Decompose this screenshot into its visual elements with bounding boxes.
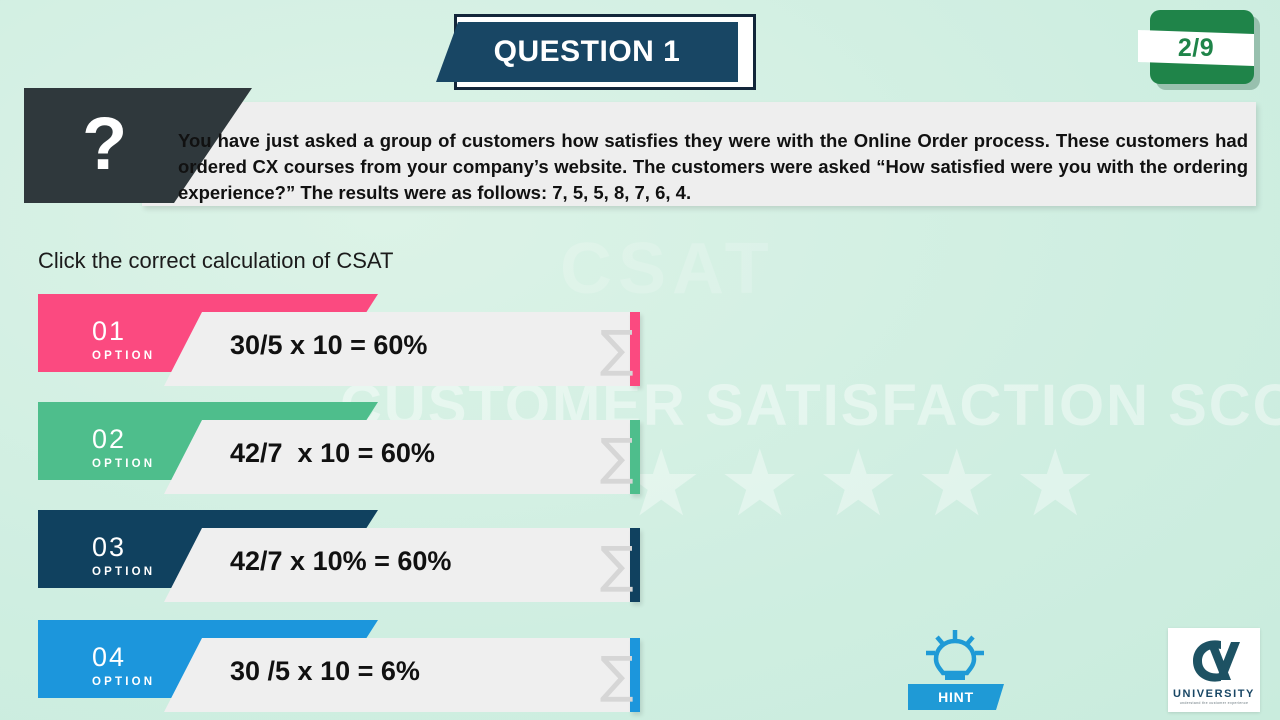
option-answer-04: 30 /5 x 10 = 6% (230, 656, 420, 686)
question-banner-shape: QUESTION 1 (436, 22, 738, 82)
option-row-02[interactable]: 02 OPTION 42/7 x 10 = 60% ∑ (38, 402, 640, 494)
page-counter-value: 2/9 (1177, 33, 1215, 62)
lightbulb-icon (922, 628, 988, 691)
hint-button[interactable]: HINT (908, 628, 1004, 712)
instruction-text: Click the correct calculation of CSAT (38, 248, 394, 273)
option-edge-bar-03 (630, 528, 640, 602)
star-icon: ★ (816, 433, 900, 535)
star-icon: ★ (718, 433, 801, 535)
option-label-02: OPTION (92, 458, 156, 470)
option-edge-bar-02 (630, 420, 640, 494)
option-answer-01: 30/5 x 10 = 60% (230, 330, 428, 360)
sigma-icon: ∑ (600, 536, 634, 594)
watermark-subtitle: CSAT (560, 229, 775, 309)
option-number-01: 01 (92, 316, 127, 346)
watermark-stars: ★ ★ ★ ★ ★ (620, 438, 1096, 530)
question-mark-icon: ? (82, 101, 128, 185)
option-panel-04[interactable] (164, 638, 630, 712)
option-number-04: 04 (92, 642, 127, 672)
sigma-icon: ∑ (600, 646, 634, 704)
question-banner: QUESTION 1 (436, 14, 756, 90)
page-counter-band: 2/9 (1138, 30, 1254, 66)
star-icon: ★ (1013, 433, 1097, 535)
option-edge-bar-04 (630, 638, 640, 712)
option-answer-03: 42/7 x 10% = 60% (230, 546, 452, 576)
star-icon: ★ (915, 433, 998, 535)
question-text: You have just asked a group of customers… (178, 130, 1248, 203)
option-number-03: 03 (92, 532, 127, 562)
option-panel-03[interactable] (164, 528, 630, 602)
question-card-body (142, 102, 1256, 206)
option-panel-01[interactable] (164, 312, 630, 386)
option-label-03: OPTION (92, 566, 156, 578)
question-banner-label: QUESTION 1 (493, 35, 681, 68)
sigma-icon: ∑ (600, 428, 634, 486)
question-card: ? (24, 88, 1256, 206)
option-answer-02: 42/7 x 10 = 60% (230, 438, 435, 468)
hint-label: HINT (938, 689, 974, 705)
logo-name: UNIVERSITY (1172, 687, 1255, 700)
option-row-04[interactable]: 04 OPTION 30 /5 x 10 = 6% ∑ (38, 620, 640, 712)
option-label-04: OPTION (92, 676, 156, 688)
logo-tagline: understand the customer experience (1179, 700, 1249, 705)
option-row-01[interactable]: 01 OPTION 30/5 x 10 = 60% ∑ (38, 294, 640, 386)
option-edge-bar-01 (630, 312, 640, 386)
cx-monogram-icon (1184, 636, 1244, 686)
logo: UNIVERSITY understand the customer exper… (1168, 628, 1260, 712)
sigma-icon: ∑ (600, 320, 634, 378)
hint-banner[interactable]: HINT (908, 684, 1004, 710)
option-number-02: 02 (92, 424, 127, 454)
option-label-01: OPTION (92, 350, 156, 362)
option-panel-02[interactable] (164, 420, 630, 494)
page-counter: 2/9 (1138, 10, 1260, 90)
option-row-03[interactable]: 03 OPTION 42/7 x 10% = 60% ∑ (38, 510, 640, 602)
